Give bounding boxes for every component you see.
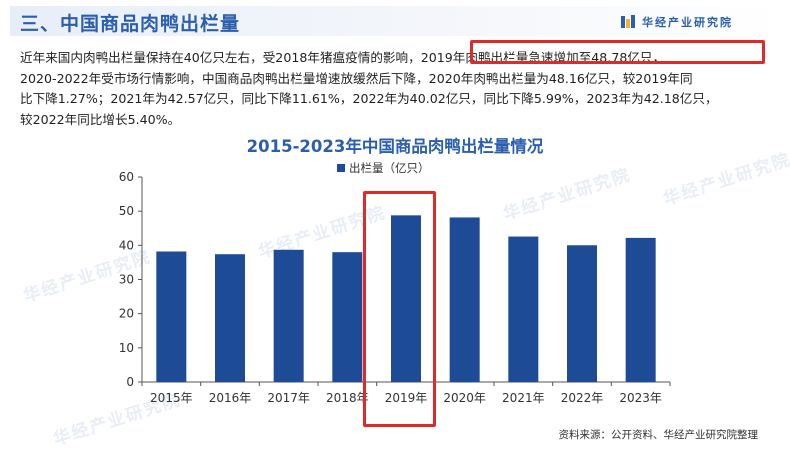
y-tick-label: 60 bbox=[119, 170, 134, 184]
paragraph-line-1a: 近年来国内肉鸭出栏量保持在40亿只左右，受2018年猪瘟疫情的影响， bbox=[20, 50, 421, 65]
paragraph-line-3: 比下降1.27%；2021年为42.57亿只，同比下降11.61%，2022年为… bbox=[20, 91, 718, 106]
brand-logo: 华经产业研究院 bbox=[620, 13, 733, 31]
y-tick-label: 30 bbox=[119, 273, 134, 287]
chart-title: 2015-2023年中国商品肉鸭出栏量情况 bbox=[246, 137, 544, 156]
y-tick-label: 40 bbox=[119, 238, 134, 252]
x-tick-label: 2017年 bbox=[267, 391, 310, 405]
bar-2016年 bbox=[215, 254, 245, 382]
x-tick-label: 2022年 bbox=[561, 391, 604, 405]
bar-2021年 bbox=[508, 236, 539, 382]
bar-highlight-box bbox=[363, 191, 436, 427]
bar-2019年 bbox=[391, 215, 421, 382]
bar-2015年 bbox=[156, 251, 187, 382]
paragraph-line-4: 较2022年同比增长5.40%。 bbox=[20, 111, 181, 127]
header-bar bbox=[10, 6, 780, 36]
x-tick-label: 2021年 bbox=[502, 391, 545, 405]
text-highlight-box bbox=[470, 40, 765, 64]
logo-text: 华经产业研究院 bbox=[642, 16, 733, 29]
logo-icon bbox=[621, 15, 635, 28]
y-tick-label: 10 bbox=[119, 341, 134, 355]
y-tick-label: 20 bbox=[119, 307, 134, 321]
legend-label: 出栏量（亿只） bbox=[349, 161, 430, 175]
bar-2023年 bbox=[625, 237, 656, 382]
x-tick-label: 2019年 bbox=[385, 391, 428, 405]
x-tick-label: 2020年 bbox=[443, 391, 486, 405]
bar-2020年 bbox=[449, 217, 480, 382]
source-note: 资料来源：公开资料、华经产业研究院整理 bbox=[558, 429, 759, 441]
bar-2018年 bbox=[332, 252, 363, 382]
x-tick-label: 2016年 bbox=[209, 391, 252, 405]
legend-swatch bbox=[337, 164, 345, 172]
paragraph-line-2: 2020-2022年受市场行情影响，中国商品肉鸭出栏量增速放缓然后下降，2020… bbox=[20, 70, 693, 86]
bar-2017年 bbox=[273, 249, 304, 382]
y-tick-label: 0 bbox=[126, 375, 134, 389]
chart-legend: 出栏量（亿只） bbox=[337, 160, 430, 176]
bar-2022年 bbox=[567, 245, 597, 382]
x-tick-label: 2018年 bbox=[326, 391, 369, 405]
y-tick-label: 50 bbox=[119, 204, 134, 218]
x-tick-label: 2015年 bbox=[150, 391, 193, 405]
x-tick-label: 2023年 bbox=[619, 391, 662, 405]
section-title: 三、中国商品肉鸭出栏量 bbox=[20, 13, 241, 35]
